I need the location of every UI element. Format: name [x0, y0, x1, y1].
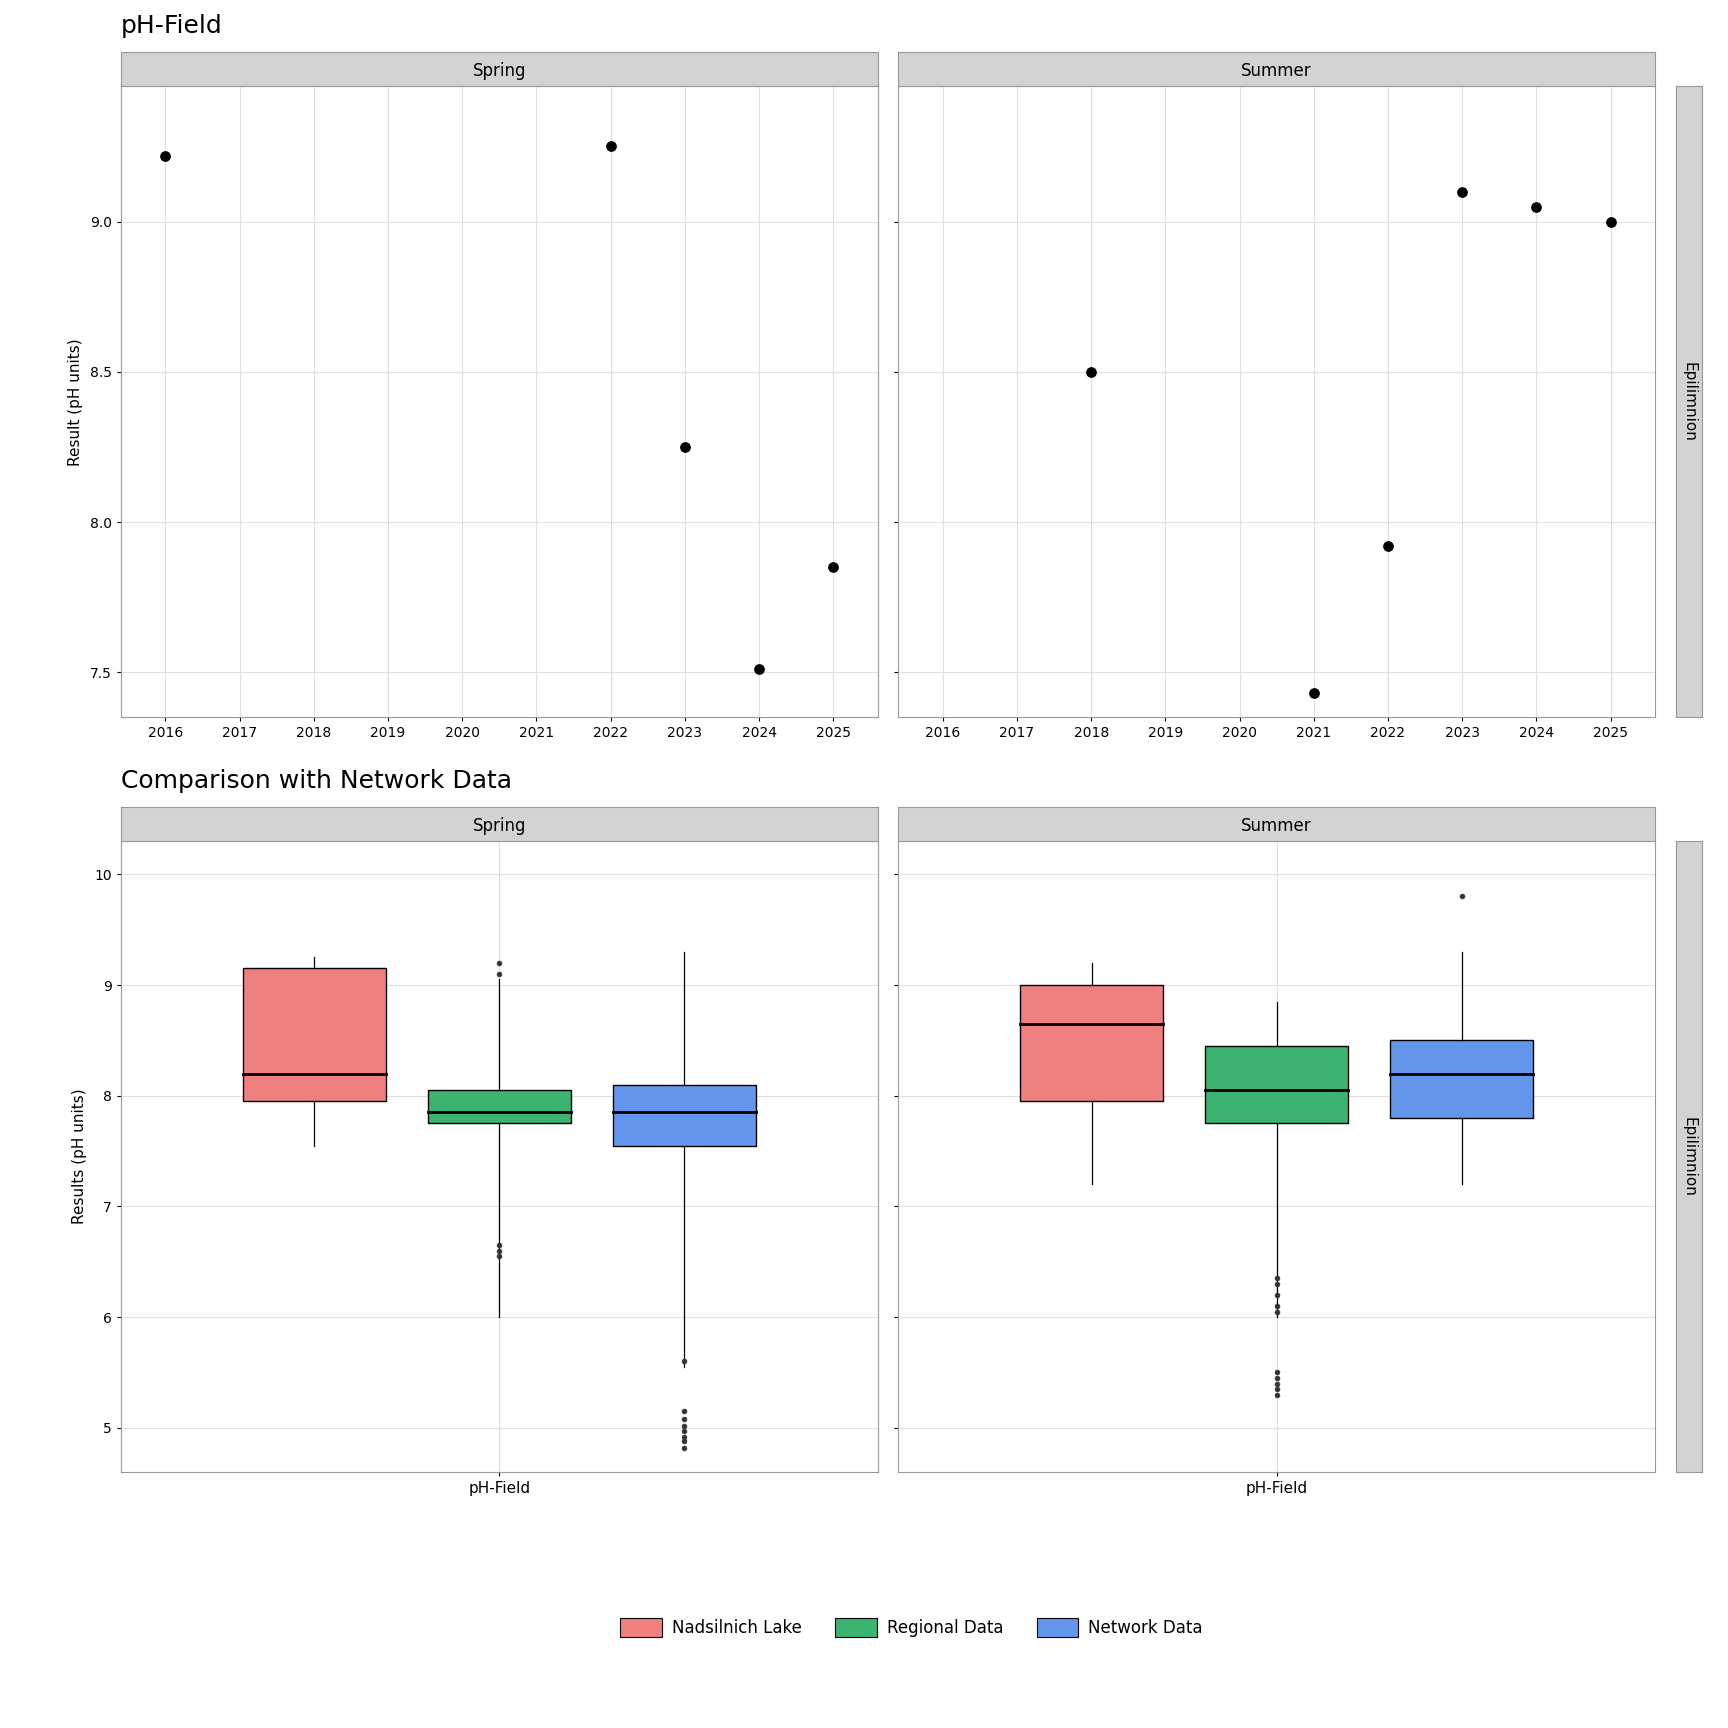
Point	[486, 1232, 513, 1260]
Text: pH-Field: pH-Field	[121, 14, 223, 38]
Point	[670, 1427, 698, 1455]
Point	[1263, 1293, 1291, 1320]
Point	[1597, 207, 1624, 235]
Legend: Nadsilnich Lake, Regional Data, Network Data: Nadsilnich Lake, Regional Data, Network …	[620, 1617, 1203, 1636]
Point	[486, 961, 513, 988]
Point	[670, 1412, 698, 1439]
Point	[1263, 1270, 1291, 1298]
Bar	[1204, 1045, 1348, 1123]
Point	[1448, 883, 1476, 911]
Point	[745, 655, 772, 683]
Text: Epilimnion: Epilimnion	[1681, 361, 1697, 442]
Point	[670, 1348, 698, 1375]
Point	[670, 434, 698, 461]
Bar	[429, 1090, 570, 1123]
Point	[819, 553, 847, 581]
Text: Comparison with Network Data: Comparison with Network Data	[121, 769, 511, 793]
Point	[152, 142, 180, 169]
Point	[1299, 679, 1327, 707]
Bar	[613, 1085, 755, 1146]
Point	[670, 1398, 698, 1426]
Point	[670, 1434, 698, 1462]
Point	[670, 1417, 698, 1445]
Point	[486, 949, 513, 976]
Point	[486, 1237, 513, 1265]
Point	[1263, 1375, 1291, 1403]
Point	[1263, 1358, 1291, 1386]
Point	[1448, 178, 1476, 206]
Point	[1263, 1298, 1291, 1325]
Bar	[1391, 1040, 1533, 1118]
Point	[670, 1422, 698, 1450]
Text: Epilimnion: Epilimnion	[1681, 1116, 1697, 1196]
Text: Summer: Summer	[1241, 62, 1312, 79]
Text: Spring: Spring	[472, 817, 525, 835]
Text: Spring: Spring	[472, 62, 525, 79]
Text: Summer: Summer	[1241, 817, 1312, 835]
Bar	[244, 968, 385, 1101]
Point	[1077, 358, 1104, 385]
Point	[1374, 532, 1401, 560]
Point	[1263, 1265, 1291, 1293]
Point	[596, 133, 624, 161]
Y-axis label: Results (pH units): Results (pH units)	[73, 1089, 88, 1225]
Point	[486, 1242, 513, 1270]
Point	[1263, 1280, 1291, 1308]
Point	[670, 1405, 698, 1433]
Point	[1263, 1370, 1291, 1398]
Point	[1263, 1381, 1291, 1408]
Bar	[1020, 985, 1163, 1101]
Y-axis label: Result (pH units): Result (pH units)	[67, 339, 83, 467]
Point	[1263, 1363, 1291, 1391]
Point	[1522, 194, 1550, 221]
